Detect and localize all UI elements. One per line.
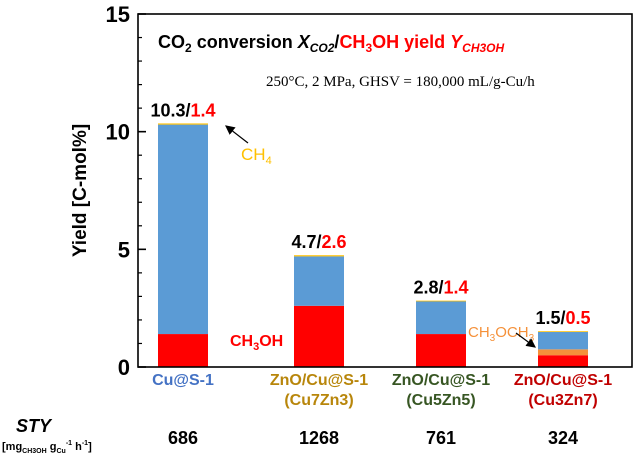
sty-value-4: 324 [548,428,578,448]
category-sublabel-3: (Cu5Zn5) [406,392,475,409]
ch3och3-annotation: CH3OCH3 [468,324,535,344]
conversion-value: 10.3 [150,100,185,120]
ch4-arrow [225,125,249,144]
ch3oh-yield-value: 0.5 [566,308,591,328]
bar-ch3oh-3 [416,334,466,367]
bar-co-1 [158,124,208,335]
sty-label: STY [16,416,53,436]
y-tick-label: 15 [106,2,130,27]
bar-label-2: 4.7/2.6 [291,232,346,252]
chart-title: CO2 conversion XCO2/CH3OH yield YCH3OH [158,32,505,55]
bar-ch4-3 [416,300,466,302]
y-tick-label: 10 [106,120,130,145]
category-sublabel-4: (Cu3Zn7) [528,392,597,409]
plot-frame [137,13,633,368]
ch3oh-annotation: CH3OH [230,333,283,353]
y-axis-label: Yield [C-mol%] [70,124,91,257]
sty-value-3: 761 [426,428,456,448]
sty-unit: [mgCH3OH gCu-1 h-1] [2,440,92,455]
conversion-value: 1.5 [535,308,560,328]
bar-ch3oh-4 [538,355,588,367]
bar-ch3och3-4 [538,349,588,356]
bar-label-4: 1.5/0.5 [535,308,590,328]
sty-value-2: 1268 [299,428,339,448]
test-conditions: 250°C, 2 MPa, GHSV = 180,000 mL/g-Cu/h [266,74,535,90]
bar-ch3oh-2 [294,305,344,367]
label-separator: / [438,278,443,298]
ch4-annotation: CH4 [241,145,272,167]
label-separator: / [316,232,321,252]
ch3oh-yield-value: 2.6 [322,232,347,252]
bar-co-4 [538,331,588,350]
y-axis: 0 5 10 15 Yield [C-mol%] [70,2,146,380]
sty-value-1: 686 [168,428,198,448]
y-tick-label: 5 [118,237,130,262]
bar-co-3 [416,301,466,335]
annotations: CH4 CH3OH CH3OCH3 [225,125,536,353]
bar-co-2 [294,256,344,306]
conversion-value: 2.8 [413,278,438,298]
bar-label-1: 10.3/1.4 [150,100,215,120]
bar-labels: 10.3/1.44.7/2.62.8/1.41.5/0.5 [150,100,590,328]
category-label-1: Cu@S-1 [152,372,214,389]
conversion-value: 4.7 [291,232,316,252]
bars-layer [158,123,588,367]
plot-border [137,13,633,368]
chart-header: CO2 conversion XCO2/CH3OH yield YCH3OH 25… [158,32,535,90]
ch3och3-arrow [515,332,536,348]
category-label-2: ZnO/Cu@S-1 [270,372,368,389]
ch3oh-yield-value: 1.4 [191,100,216,120]
bar-ch4-1 [158,123,208,125]
sty-row: STY [mgCH3OH gCu-1 h-1] 686 1268 761 324 [2,416,578,455]
category-label-3: ZnO/Cu@S-1 [392,372,490,389]
x-axis-categories: Cu@S-1 ZnO/Cu@S-1 (Cu7Zn3) ZnO/Cu@S-1 (Cu5Zn… [152,372,612,409]
bar-ch4-4 [538,331,588,333]
label-separator: / [560,308,565,328]
bar-ch3oh-1 [158,334,208,367]
category-label-4: ZnO/Cu@S-1 [514,372,612,389]
ch3oh-yield-value: 1.4 [444,278,469,298]
bar-ch4-2 [294,255,344,257]
category-sublabel-2: (Cu7Zn3) [284,392,353,409]
bar-label-3: 2.8/1.4 [413,278,468,298]
y-tick-label: 0 [118,355,130,380]
label-separator: / [186,100,191,120]
